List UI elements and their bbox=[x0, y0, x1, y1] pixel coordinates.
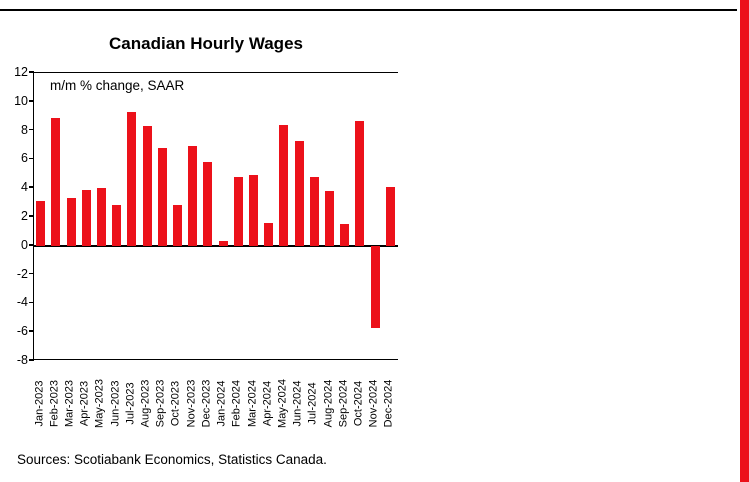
x-tick-label: Apr-2023 bbox=[78, 380, 91, 427]
bar-jun-2023 bbox=[112, 205, 122, 246]
x-tick-label: Jun-2024 bbox=[291, 380, 304, 427]
x-tick-label: Jul-2024 bbox=[306, 382, 319, 425]
y-tick-mark bbox=[29, 186, 34, 188]
bar-may-2023 bbox=[96, 188, 106, 246]
bar-dec-2023 bbox=[203, 162, 213, 246]
top-rule bbox=[0, 9, 737, 11]
x-tick-label: Mar-2024 bbox=[246, 379, 259, 428]
x-tick-label: Feb-2024 bbox=[230, 379, 243, 428]
bar-jan-2023 bbox=[36, 201, 46, 246]
y-tick-label: 4 bbox=[21, 180, 28, 195]
bar-mar-2024 bbox=[249, 175, 259, 246]
bar-aug-2023 bbox=[142, 126, 152, 246]
x-tick-label: Apr-2024 bbox=[261, 380, 274, 427]
y-tick-mark bbox=[29, 359, 34, 361]
bar-apr-2023 bbox=[81, 189, 91, 246]
y-tick-mark bbox=[29, 215, 34, 217]
x-tick-label: Jul-2023 bbox=[124, 382, 137, 425]
x-tick-label: May-2023 bbox=[93, 379, 106, 428]
x-tick-label: Dec-2024 bbox=[382, 379, 395, 428]
x-tick-label: Oct-2023 bbox=[169, 380, 182, 427]
bar-aug-2024 bbox=[325, 191, 335, 246]
bar-dec-2024 bbox=[385, 186, 395, 246]
y-tick-mark bbox=[29, 244, 34, 246]
y-tick-mark bbox=[29, 157, 34, 160]
x-tick-label: Sep-2023 bbox=[154, 379, 167, 428]
zero-axis-line bbox=[34, 245, 398, 247]
source-note: Sources: Scotiabank Economics, Statistic… bbox=[17, 452, 327, 467]
accent-stripe bbox=[740, 0, 749, 482]
bar-jun-2024 bbox=[294, 140, 304, 246]
bar-nov-2023 bbox=[188, 146, 198, 246]
x-tick-label: May-2024 bbox=[276, 379, 289, 428]
y-tick-label: 2 bbox=[21, 209, 28, 223]
chart-title: Canadian Hourly Wages bbox=[109, 34, 303, 53]
y-tick-label: -6 bbox=[16, 324, 28, 339]
bar-jul-2024 bbox=[309, 176, 319, 246]
y-tick-label: -4 bbox=[16, 295, 28, 310]
bar-jul-2023 bbox=[127, 111, 137, 246]
bar-mar-2023 bbox=[66, 198, 76, 246]
x-tick-label: Nov-2023 bbox=[185, 379, 198, 428]
plot-area: m/m % change, SAAR bbox=[33, 72, 398, 360]
y-tick-label: 0 bbox=[21, 237, 28, 252]
y-tick-mark bbox=[29, 100, 34, 102]
y-tick-mark bbox=[29, 128, 34, 131]
y-tick-label: -2 bbox=[16, 266, 28, 281]
y-tick-mark bbox=[29, 71, 34, 73]
bar-may-2024 bbox=[279, 124, 289, 246]
bar-oct-2023 bbox=[172, 205, 182, 246]
x-tick-label: Mar-2023 bbox=[63, 379, 76, 428]
y-tick-label: 12 bbox=[14, 65, 28, 79]
bar-apr-2024 bbox=[264, 222, 274, 246]
bar-feb-2024 bbox=[233, 176, 243, 246]
bar-feb-2023 bbox=[51, 117, 61, 246]
x-tick-label: Dec-2023 bbox=[200, 379, 213, 428]
x-tick-label: Oct-2024 bbox=[352, 380, 365, 427]
x-tick-label: Jan-2024 bbox=[215, 380, 228, 427]
y-tick-label: 6 bbox=[21, 151, 28, 166]
x-tick-label: Aug-2023 bbox=[139, 379, 152, 428]
x-tick-label: Sep-2024 bbox=[337, 379, 350, 428]
y-tick-label: 10 bbox=[14, 93, 28, 108]
y-tick-label: 8 bbox=[21, 122, 28, 137]
bar-sep-2023 bbox=[157, 147, 167, 246]
bar-oct-2024 bbox=[355, 120, 365, 246]
x-tick-label: Jun-2023 bbox=[109, 380, 122, 427]
bar-jan-2024 bbox=[218, 241, 228, 246]
bar-sep-2024 bbox=[340, 224, 350, 246]
y-tick-mark bbox=[29, 301, 34, 304]
chart-subtitle: m/m % change, SAAR bbox=[50, 78, 185, 93]
x-tick-label: Jan-2023 bbox=[33, 380, 46, 427]
bar-nov-2024 bbox=[370, 245, 380, 328]
y-tick-label: -8 bbox=[16, 353, 28, 367]
x-tick-label: Nov-2024 bbox=[367, 379, 380, 428]
y-tick-mark bbox=[29, 272, 34, 275]
x-tick-label: Aug-2024 bbox=[322, 379, 335, 428]
y-tick-mark bbox=[29, 330, 34, 332]
x-tick-label: Feb-2023 bbox=[48, 379, 61, 428]
